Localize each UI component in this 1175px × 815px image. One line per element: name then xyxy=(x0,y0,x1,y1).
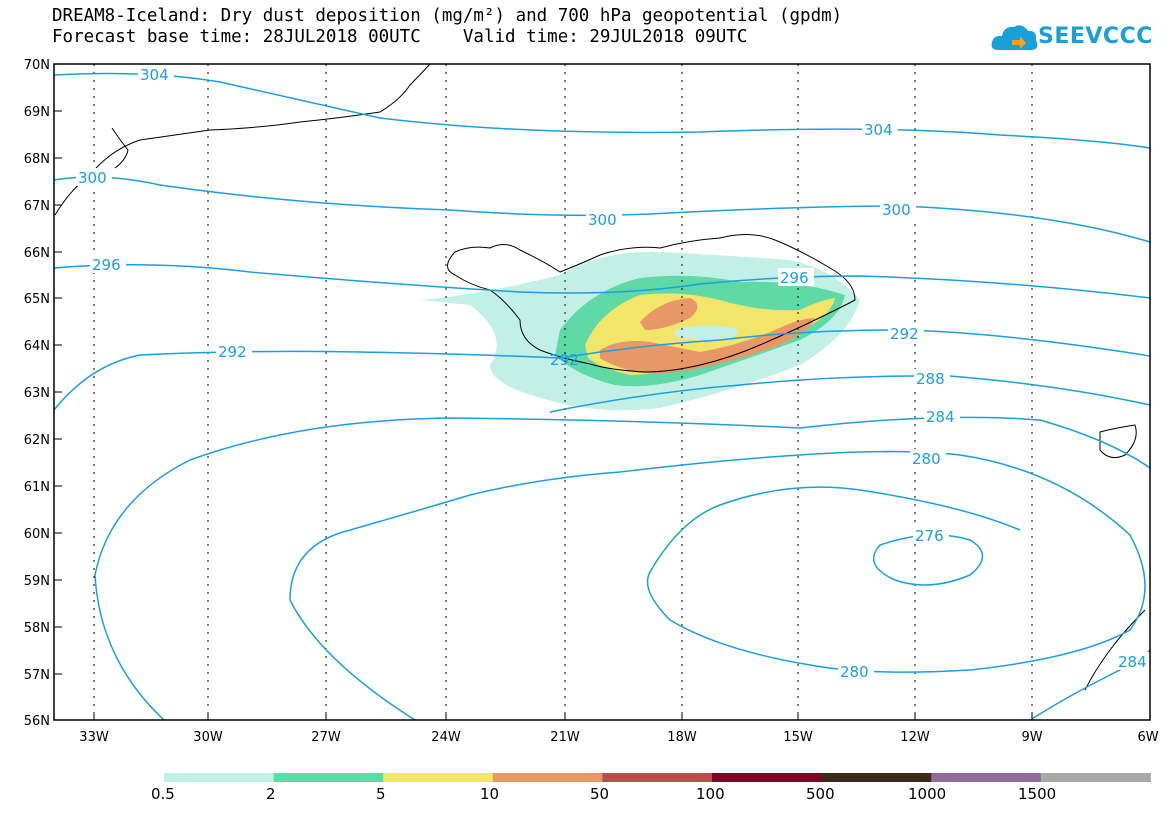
lat-label: 66N xyxy=(24,246,50,261)
lat-label: 69N xyxy=(24,105,50,120)
colorbar-label: 100 xyxy=(696,785,725,803)
lat-label: 67N xyxy=(24,199,50,214)
colorbar-label: 50 xyxy=(590,785,610,803)
contour-label: 280 xyxy=(840,663,869,681)
dust-level-10-b xyxy=(600,318,815,374)
colorbar-label: 0.5 xyxy=(151,785,175,803)
colorbar-segment xyxy=(492,773,603,782)
lon-label: 9W xyxy=(1021,730,1042,745)
colorbar-label: 1000 xyxy=(908,785,947,803)
coast-greenland xyxy=(54,63,431,216)
coast-faroes-shetland xyxy=(1099,424,1137,459)
dust-shading xyxy=(420,251,860,411)
coast-scotland xyxy=(1084,609,1146,691)
lon-label: 18W xyxy=(667,730,697,745)
contour-label: 300 xyxy=(588,211,617,229)
contour-288 xyxy=(549,375,1151,413)
contour-label: 292 xyxy=(890,325,919,343)
colorbar-label: 10 xyxy=(480,785,500,803)
contour-label: 304 xyxy=(864,121,893,139)
lon-label: 33W xyxy=(79,730,109,745)
lon-label: 24W xyxy=(431,730,461,745)
cloud-logo-icon xyxy=(991,25,1038,50)
colorbar-label: 2 xyxy=(266,785,276,803)
lat-label: 62N xyxy=(24,433,50,448)
contour-280 xyxy=(289,450,1146,721)
lon-label: 15W xyxy=(783,730,813,745)
logo-text: SEEVCCC xyxy=(1038,24,1153,49)
colorbar-segment xyxy=(273,773,384,782)
contour-296 xyxy=(53,264,1151,299)
colorbar xyxy=(164,773,1151,782)
contour-label: 292 xyxy=(218,343,247,361)
coast-greenland-west xyxy=(111,127,129,169)
axis-ticks xyxy=(54,63,1033,721)
colorbar-label: 1500 xyxy=(1018,785,1057,803)
lat-label: 56N xyxy=(24,714,50,729)
map-subtitle: Forecast base time: 28JUL2018 00UTC Vali… xyxy=(52,27,748,47)
colorbar-segment xyxy=(821,773,932,782)
map-title: DREAM8-Iceland: Dry dust deposition (mg/… xyxy=(52,6,843,26)
lat-label: 63N xyxy=(24,386,50,401)
contour-label: 284 xyxy=(1118,653,1147,671)
contour-label: 300 xyxy=(882,201,911,219)
contour-label: 276 xyxy=(915,527,944,545)
coastlines xyxy=(54,63,1146,691)
dust-hole xyxy=(675,325,738,341)
contour-label: 288 xyxy=(916,370,945,388)
colorbar-segment xyxy=(712,773,823,782)
lat-label: 57N xyxy=(24,668,50,683)
lat-label: 60N xyxy=(24,527,50,542)
lat-label: 70N xyxy=(24,58,50,73)
contour-284 xyxy=(94,416,1151,721)
lon-label: 6W xyxy=(1137,730,1158,745)
colorbar-segment xyxy=(602,773,713,782)
lon-label: 12W xyxy=(900,730,930,745)
contour-label: 304 xyxy=(140,66,169,84)
lat-label: 58N xyxy=(24,621,50,636)
colorbar-segment xyxy=(164,773,275,782)
latitude-labels: 70N 69N 68N 67N 66N 65N 64N 63N 62N 61N … xyxy=(24,58,50,729)
colorbar-label: 500 xyxy=(806,785,835,803)
gridlines xyxy=(93,64,1033,720)
colorbar-segment xyxy=(1040,773,1151,782)
contour-label: 296 xyxy=(92,256,121,274)
lon-label: 30W xyxy=(193,730,223,745)
dust-level-10-a xyxy=(640,298,698,330)
contour-label: 284 xyxy=(926,408,955,426)
lat-label: 59N xyxy=(24,574,50,589)
lat-label: 68N xyxy=(24,152,50,167)
colorbar-label: 5 xyxy=(376,785,386,803)
lat-label: 65N xyxy=(24,292,50,307)
lon-label: 27W xyxy=(311,730,341,745)
colorbar-segment xyxy=(931,773,1042,782)
lon-label: 21W xyxy=(550,730,580,745)
colorbar-segment xyxy=(383,773,494,782)
contour-label: 280 xyxy=(912,450,941,468)
contour-label: 292 xyxy=(550,351,579,369)
lat-label: 61N xyxy=(24,480,50,495)
contour-label: 300 xyxy=(78,169,107,187)
contour-labels: 304 304 300 300 300 296 296 292 292 292 … xyxy=(76,65,1150,681)
contour-label: 296 xyxy=(780,269,809,287)
contour-300 xyxy=(53,176,1151,243)
coast-iceland xyxy=(447,234,856,373)
lat-label: 64N xyxy=(24,339,50,354)
longitude-labels: 33W 30W 27W 24W 21W 18W 15W 12W 9W 6W xyxy=(79,730,1158,745)
contour-304 xyxy=(53,72,1151,149)
